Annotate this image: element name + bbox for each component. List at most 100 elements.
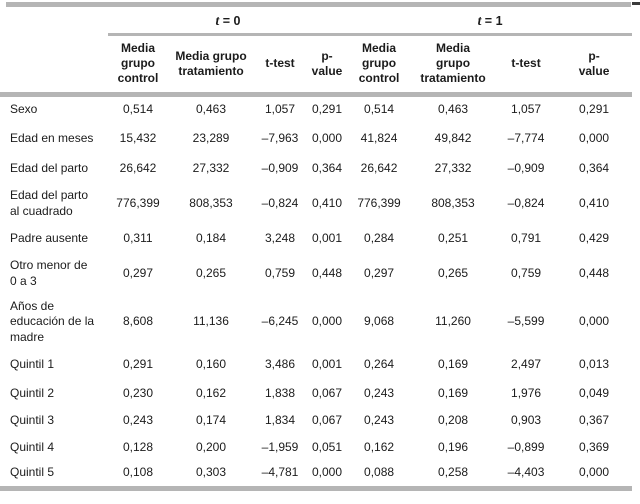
table-row: Edad en meses 15,432 23,289 –7,963 0,000… xyxy=(0,124,632,154)
balance-table: t = 0 t = 1 Media grupo control Media gr… xyxy=(0,9,633,491)
column-header-pvalue-t1: p- value xyxy=(556,34,633,97)
table-row: Quintil 1 0,291 0,160 3,486 0,001 0,264 … xyxy=(0,350,632,380)
cell-value: 1,834 xyxy=(264,412,296,427)
table-row: Quintil 3 0,243 0,174 1,834 0,067 0,243 … xyxy=(0,407,632,434)
cell-value: 0,265 xyxy=(438,266,469,281)
cell-value: 27,332 xyxy=(192,161,230,176)
cell-value: 0,291 xyxy=(312,102,343,117)
cell-value: 27,332 xyxy=(434,161,472,176)
table-row: Edad del parto al cuadrado 776,399 808,3… xyxy=(0,184,632,224)
cell-value: 0,448 xyxy=(579,266,610,281)
group-header-t1: t = 1 xyxy=(348,9,633,36)
table-row: Quintil 4 0,128 0,200 –1,959 0,051 0,162… xyxy=(0,434,632,461)
cell-value: 0,903 xyxy=(511,412,542,427)
cell-value: 0,001 xyxy=(312,231,343,246)
group-header-t0-symbol: t xyxy=(215,12,220,28)
row-label: Edad del parto xyxy=(10,161,89,176)
table-body: Sexo 0,514 0,463 1,057 0,291 0,514 0,463… xyxy=(0,94,633,491)
cell-value: 0,169 xyxy=(438,357,469,372)
cell-value: 776,399 xyxy=(357,196,401,211)
group-header-row: t = 0 t = 1 xyxy=(0,9,633,36)
cell-value: 0,067 xyxy=(312,385,343,400)
cell-value: 808,353 xyxy=(431,196,475,211)
cell-value: 23,289 xyxy=(192,131,230,146)
cell-value: 0,230 xyxy=(122,385,154,400)
cell-value: 15,432 xyxy=(119,131,157,146)
cell-value: 0,049 xyxy=(579,385,610,400)
cell-value: 0,514 xyxy=(364,102,395,117)
top-rule xyxy=(6,2,631,7)
cell-value: 0,160 xyxy=(195,357,227,372)
cell-value: 0,463 xyxy=(195,102,227,117)
cell-value: 0,184 xyxy=(195,231,227,246)
cell-value: 0,311 xyxy=(123,231,153,246)
cell-value: 0,169 xyxy=(438,385,469,400)
column-header-ttest-t1: t-test xyxy=(496,34,557,97)
cell-value: 3,486 xyxy=(264,357,296,372)
group-header-t1-value: = 1 xyxy=(481,13,503,28)
cell-value: –4,781 xyxy=(254,461,306,491)
group-header-t1-symbol: t xyxy=(477,12,482,28)
cell-value: 0,051 xyxy=(312,439,343,454)
cell-value: –0,824 xyxy=(261,196,299,211)
column-header-ttest-t0: t-test xyxy=(254,34,306,97)
cell-value: 9,068 xyxy=(364,314,395,329)
cell-value: 0,410 xyxy=(312,196,343,211)
table-row: Edad del parto 26,642 27,332 –0,909 0,36… xyxy=(0,154,632,184)
cell-value: 0,463 xyxy=(438,102,469,117)
row-label: Quintil 4 xyxy=(10,439,55,454)
column-header-media-tratamiento-t1: Media grupo tratamiento xyxy=(410,34,497,97)
cell-value: 0,264 xyxy=(364,357,395,372)
cell-value: 0,243 xyxy=(364,412,395,427)
cell-value: 0,291 xyxy=(579,102,610,117)
cell-value: –6,245 xyxy=(261,314,299,329)
cell-value: –7,963 xyxy=(261,131,299,146)
cell-value: 0,759 xyxy=(511,266,542,281)
cell-value: 0,000 xyxy=(312,131,343,146)
cell-value: –0,899 xyxy=(507,439,545,454)
cell-value: 0,013 xyxy=(579,357,610,372)
cell-value: 0,251 xyxy=(438,231,469,246)
cell-value: –5,599 xyxy=(507,314,545,329)
cell-value: 0,000 xyxy=(556,461,633,491)
cell-value: 1,057 xyxy=(511,102,542,117)
table-row: Años de educación de la madre 8,608 11,1… xyxy=(0,294,632,350)
cell-value: 0,367 xyxy=(579,412,610,427)
column-header-media-control-t0: Media grupo control xyxy=(108,34,168,97)
cell-value: 11,260 xyxy=(435,314,471,329)
cell-value: –4,403 xyxy=(496,461,557,491)
row-label: Quintil 1 xyxy=(10,357,55,372)
cell-value: 0,067 xyxy=(312,412,343,427)
cell-value: 1,838 xyxy=(264,385,296,400)
empty-header-cell xyxy=(0,34,108,97)
cell-value: 0,297 xyxy=(364,266,395,281)
cell-value: 0,369 xyxy=(579,439,610,454)
cell-value: 0,000 xyxy=(579,314,610,329)
cell-value: –0,824 xyxy=(507,196,545,211)
cell-value: 0,243 xyxy=(364,385,395,400)
table-row: Quintil 2 0,230 0,162 1,838 0,067 0,243 … xyxy=(0,380,632,407)
cell-value: 0,162 xyxy=(364,439,395,454)
cell-value: 0,759 xyxy=(264,266,296,281)
empty-corner-cell xyxy=(0,9,108,34)
column-header-row: Media grupo control Media grupo tratamie… xyxy=(0,34,633,97)
table-row: Sexo 0,514 0,463 1,057 0,291 0,514 0,463… xyxy=(0,94,632,124)
cell-value: 0,791 xyxy=(511,231,542,246)
cell-value: 0,000 xyxy=(312,314,343,329)
cell-value: 49,842 xyxy=(434,131,472,146)
cell-value: 0,208 xyxy=(438,412,469,427)
row-label: Quintil 5 xyxy=(0,461,108,491)
cell-value: 0,000 xyxy=(579,131,610,146)
cell-value: 0,303 xyxy=(168,461,254,491)
table-row: Otro menor de 0 a 3 0,297 0,265 0,759 0,… xyxy=(0,254,632,294)
cell-value: 11,136 xyxy=(193,314,229,329)
cell-value: 0,284 xyxy=(364,231,395,246)
cell-value: 0,448 xyxy=(312,266,343,281)
cell-value: 2,497 xyxy=(511,357,542,372)
column-header-media-tratamiento-t0: Media grupo tratamiento xyxy=(168,34,254,97)
cell-value: 0,243 xyxy=(122,412,154,427)
group-header-t0: t = 0 xyxy=(108,9,349,36)
cell-value: 26,642 xyxy=(360,161,398,176)
cell-value: 1,057 xyxy=(264,102,296,117)
